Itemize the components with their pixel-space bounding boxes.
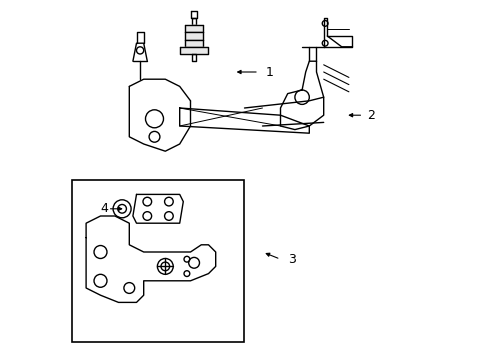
- Text: 2: 2: [366, 109, 374, 122]
- Text: 4: 4: [101, 202, 108, 215]
- Text: 3: 3: [287, 253, 295, 266]
- Bar: [72, 180, 244, 342]
- Text: 1: 1: [265, 66, 273, 78]
